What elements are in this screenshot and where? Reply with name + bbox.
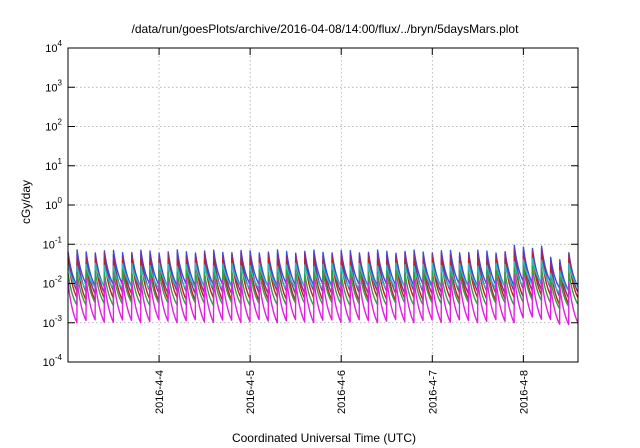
y-tick-label: 101 [45, 157, 62, 173]
x-tick-label: 2016-4-6 [336, 370, 348, 414]
x-tick-label: 2016-4-7 [427, 370, 439, 414]
y-tick-label: 10-1 [43, 235, 63, 251]
chart-title: /data/run/goesPlots/archive/2016-04-08/1… [132, 22, 520, 36]
y-tick-label: 104 [45, 39, 62, 55]
series-layer [67, 244, 579, 326]
y-axis: 10-4 10-3 10-2 10-1 100 101 102 103 104 [43, 39, 578, 369]
x-tick-label: 2016-4-4 [154, 370, 166, 414]
x-axis: 2016-4-4 2016-4-5 2016-4-6 2016-4-7 2016-4-8 [154, 48, 530, 414]
x-tick-label: 2016-4-5 [245, 370, 257, 414]
x-tick-label: 2016-4-8 [518, 370, 530, 414]
y-tick-label: 102 [45, 118, 62, 134]
series-line [67, 273, 579, 326]
y-tick-label: 10-3 [43, 314, 63, 330]
y-axis-label: cGy/day [19, 180, 33, 224]
y-tick-label: 100 [45, 196, 62, 212]
y-tick-label: 10-2 [43, 275, 63, 291]
y-tick-label: 103 [45, 78, 62, 94]
y-tick-label: 10-4 [43, 353, 63, 369]
x-axis-label: Coordinated Universal Time (UTC) [232, 431, 416, 445]
